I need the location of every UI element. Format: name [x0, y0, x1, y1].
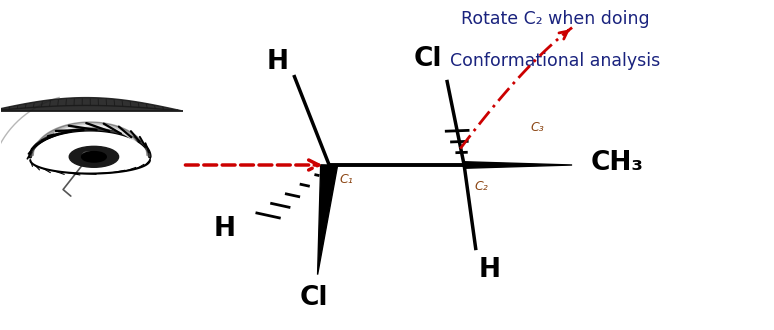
Text: Cl: Cl — [413, 46, 442, 72]
Text: C₂: C₂ — [474, 180, 488, 193]
Text: Conformational analysis: Conformational analysis — [450, 52, 660, 70]
Circle shape — [83, 152, 92, 156]
Polygon shape — [30, 130, 150, 174]
Polygon shape — [0, 98, 183, 111]
Text: H: H — [266, 49, 289, 75]
Text: Rotate C₂ when doing: Rotate C₂ when doing — [461, 10, 649, 28]
Text: Cl: Cl — [300, 285, 328, 311]
Text: H: H — [478, 257, 501, 283]
Circle shape — [69, 146, 118, 167]
Polygon shape — [317, 165, 337, 275]
Text: C₁: C₁ — [339, 173, 353, 186]
Circle shape — [81, 151, 106, 162]
Polygon shape — [30, 122, 150, 157]
Text: C₃: C₃ — [530, 121, 544, 134]
Text: CH₃: CH₃ — [591, 150, 643, 176]
Polygon shape — [464, 162, 572, 168]
Text: H: H — [214, 216, 236, 242]
